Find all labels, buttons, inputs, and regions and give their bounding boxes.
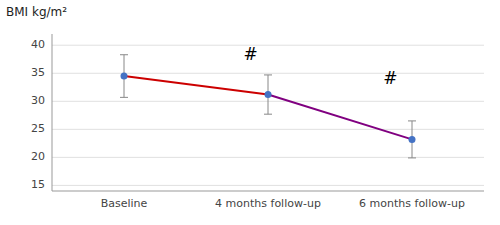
y-tick-label: 40	[31, 38, 45, 51]
error-bar-part	[408, 157, 416, 158]
point-marker	[409, 136, 416, 143]
grid-line	[52, 73, 484, 74]
grid	[52, 45, 484, 185]
x-tick-label: 4 months follow-up	[215, 197, 321, 210]
y-tick-label: 15	[31, 178, 45, 191]
y-tick-label: 30	[31, 94, 45, 107]
x-axis-line	[52, 191, 484, 192]
point-marker	[265, 91, 272, 98]
grid-line	[52, 45, 484, 46]
grid-line	[52, 157, 484, 158]
chart-container: 15 20 25 30 35 40 Baseline 4 months follow-up 6 …	[0, 0, 500, 225]
error-bar-part	[408, 120, 416, 121]
line-segment	[124, 76, 268, 95]
y-tick-label: 25	[31, 122, 45, 135]
grid-line	[52, 185, 484, 186]
annotation: #	[383, 68, 397, 88]
error-bar	[264, 75, 272, 114]
x-tick-label: Baseline	[101, 197, 148, 210]
line-segment	[268, 95, 412, 140]
y-tick-label: 20	[31, 150, 45, 163]
chart-svg: 15 20 25 30 35 40 Baseline 4 months follow-up 6 …	[0, 0, 500, 225]
point-marker	[121, 73, 128, 80]
y-axis-line	[52, 34, 53, 191]
annotation: #	[244, 44, 258, 64]
grid-line	[52, 129, 484, 130]
error-bar	[120, 55, 128, 98]
error-bar-part	[264, 74, 272, 75]
error-bar-part	[120, 97, 128, 98]
x-tick-label: 6 months follow-up	[359, 197, 465, 210]
error-bar	[408, 121, 416, 158]
y-axis-label: BMI kg/m²	[6, 5, 67, 19]
error-bar-part	[120, 54, 128, 55]
error-bar-part	[264, 114, 272, 115]
plot-data	[120, 55, 416, 158]
y-tick-label: 35	[31, 66, 45, 79]
